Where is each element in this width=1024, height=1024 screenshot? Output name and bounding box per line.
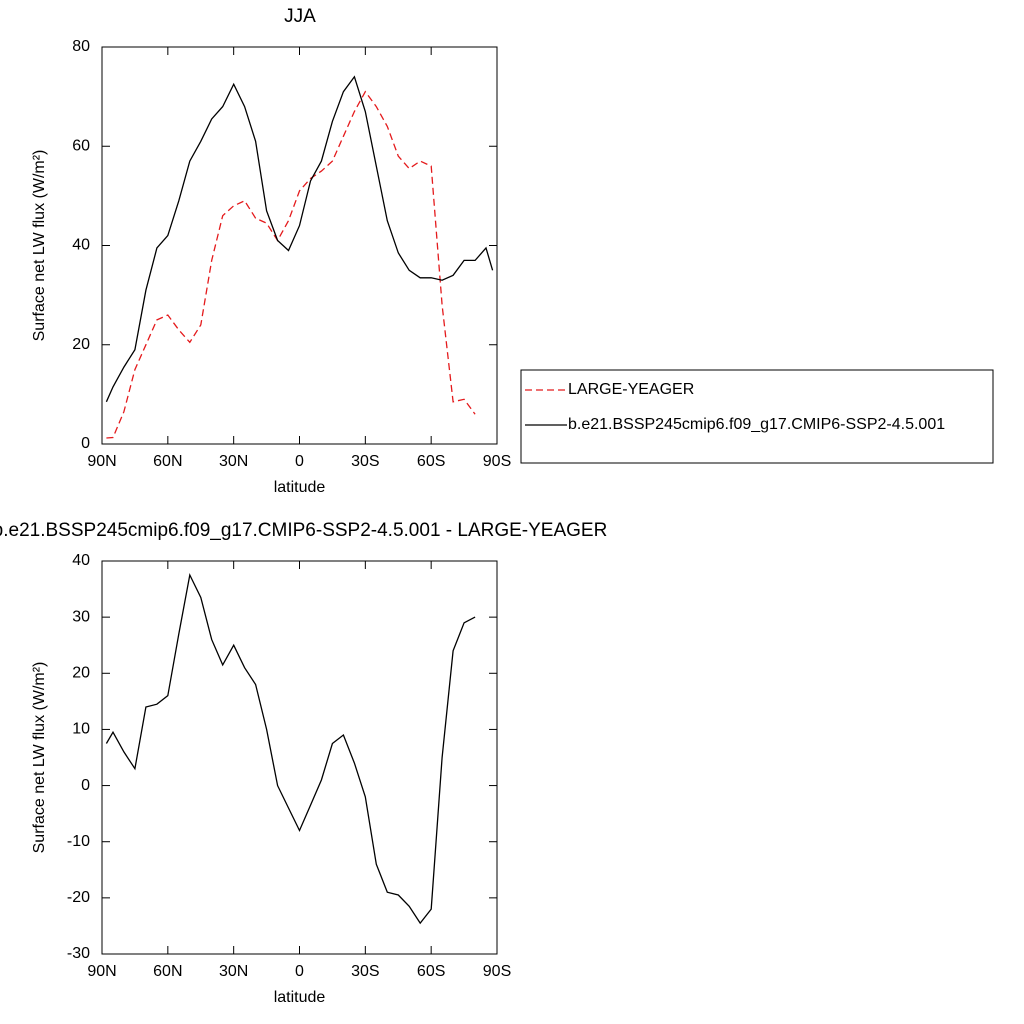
y-tick-label: 20: [72, 336, 90, 353]
y-tick-label: 40: [72, 237, 90, 254]
x-tick-label: 0: [295, 453, 304, 470]
chart-title: b.e21.BSSP245cmip6.f09_g17.CMIP6-SSP2-4.…: [0, 520, 607, 541]
x-tick-label: 30N: [219, 453, 248, 470]
y-axis-label: Surface net LW flux (W/m²): [31, 662, 48, 854]
x-tick-label: 60N: [153, 453, 182, 470]
plot-frame: [101, 560, 498, 955]
y-tick-label: 10: [72, 721, 90, 738]
legend-box: [520, 369, 994, 464]
y-tick-label: -20: [67, 889, 90, 906]
series-line: [105, 572, 476, 925]
y-tick-label: 0: [81, 777, 90, 794]
y-tick-label: 80: [72, 38, 90, 55]
y-tick-label: -30: [67, 945, 90, 962]
x-tick-label: 60S: [417, 963, 445, 980]
x-tick-label: 90N: [87, 453, 116, 470]
x-tick-label: 60N: [153, 963, 182, 980]
y-tick-label: 0: [81, 435, 90, 452]
y-tick-label: -10: [67, 833, 90, 850]
legend-label: LARGE-YEAGER: [568, 381, 694, 398]
x-axis-label: latitude: [274, 989, 326, 1006]
legend-label: b.e21.BSSP245cmip6.f09_g17.CMIP6-SSP2-4.…: [568, 416, 945, 433]
x-tick-label: 60S: [417, 453, 445, 470]
series-line: [106, 90, 476, 439]
x-tick-label: 90N: [87, 963, 116, 980]
x-tick-label: 0: [295, 963, 304, 980]
series-line: [105, 75, 494, 403]
x-tick-label: 30N: [219, 963, 248, 980]
y-axis-label: Surface net LW flux (W/m²): [31, 150, 48, 342]
x-tick-label: 90S: [483, 453, 511, 470]
x-tick-label: 90S: [483, 963, 511, 980]
y-tick-label: 60: [72, 137, 90, 154]
y-tick-label: 20: [72, 665, 90, 682]
x-tick-label: 30S: [351, 963, 379, 980]
x-axis-label: latitude: [274, 479, 326, 496]
y-tick-label: 40: [72, 552, 90, 569]
chart-title: JJA: [284, 6, 316, 27]
y-tick-label: 30: [72, 608, 90, 625]
x-tick-label: 30S: [351, 453, 379, 470]
